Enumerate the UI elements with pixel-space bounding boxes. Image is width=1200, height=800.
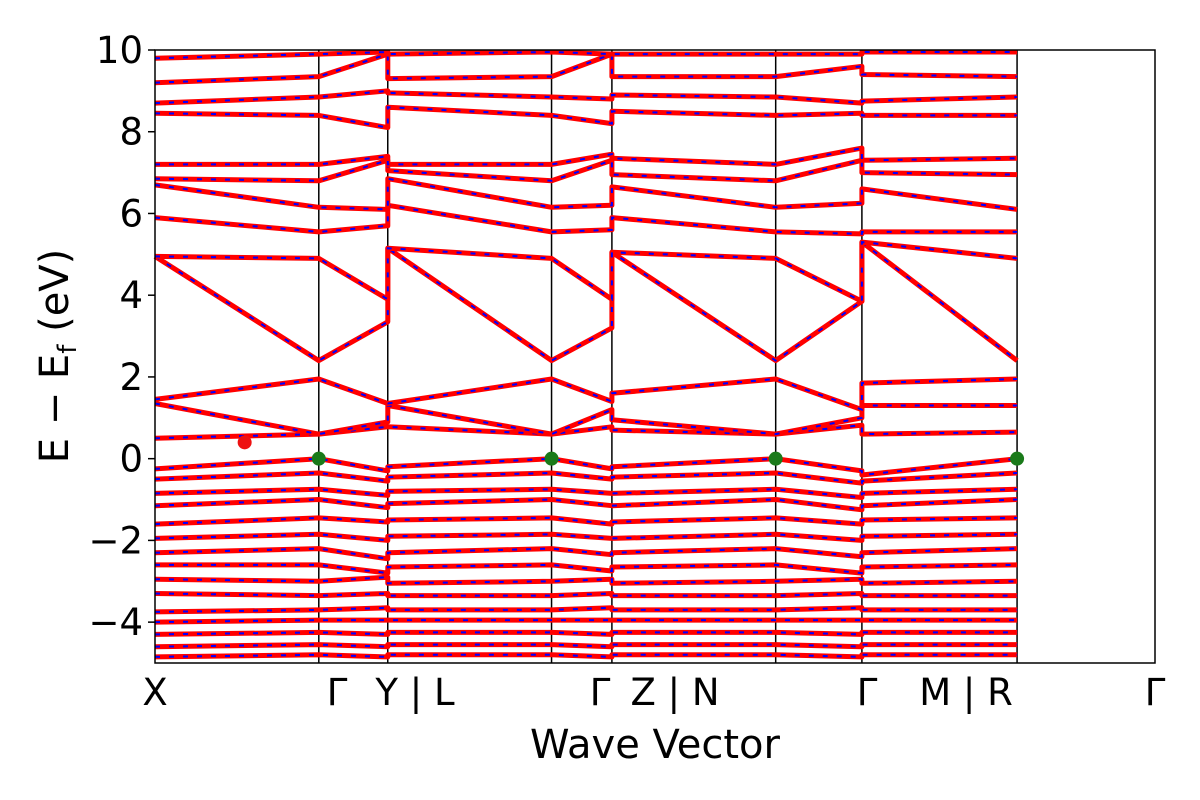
band-c12-overlay xyxy=(154,52,1018,84)
x-axis-ticks: X Γ Y | L Γ Z | N Γ M | R Γ xyxy=(142,671,1165,714)
y-axis-label-sub: f xyxy=(53,344,83,354)
band-v12 xyxy=(154,617,1018,625)
band-v6-overlay xyxy=(154,533,1018,542)
band-c9-overlay xyxy=(155,146,1018,166)
marker-vbm-3 xyxy=(768,451,783,466)
y-tick-label-6: 8 xyxy=(119,111,143,154)
x-tick-label-1: Γ xyxy=(327,671,348,714)
x-axis-label: Wave Vector xyxy=(530,722,781,768)
band-v14 xyxy=(154,642,1018,650)
x-tick-label-3: Γ xyxy=(590,671,611,714)
band-v9-overlay xyxy=(154,576,1018,585)
band-c7-overlay xyxy=(154,177,1018,211)
band-v7-overlay xyxy=(154,547,1018,560)
y-tick-label-7: 10 xyxy=(96,29,143,72)
band-c2-overlay xyxy=(154,402,1018,436)
x-tick-label-5: Γ xyxy=(857,671,878,714)
marker-vbm-4 xyxy=(1010,451,1025,466)
band-v15 xyxy=(154,652,1018,660)
x-tick-label-4: Z | N xyxy=(630,671,719,714)
y-tick-label-3: 2 xyxy=(119,356,143,399)
y-axis-label: E − Ef (eV) xyxy=(32,249,83,464)
band-v2-overlay xyxy=(154,471,1018,485)
band-c3-overlay xyxy=(154,377,1018,412)
band-v8-overlay xyxy=(155,563,1018,575)
y-tick-label-4: 4 xyxy=(119,274,143,317)
band-v11 xyxy=(154,605,1018,615)
x-tick-label-2: Y | L xyxy=(374,671,455,714)
band-c6-overlay xyxy=(154,204,1018,235)
x-tick-label-7: Γ xyxy=(1145,671,1166,714)
y-axis-label-unit: (eV) xyxy=(32,249,78,345)
band-v4-overlay xyxy=(154,498,1018,511)
x-tick-label-0: X xyxy=(142,671,167,714)
plot-background xyxy=(155,50,1155,663)
band-v3-overlay xyxy=(154,488,1018,499)
band-c13-overlay xyxy=(154,50,1018,60)
y-tick-label-1: −2 xyxy=(88,519,143,562)
x-tick-label-6: M | R xyxy=(919,671,1013,714)
band-c10-overlay xyxy=(154,106,1018,129)
band-v10 xyxy=(154,591,1018,599)
plot-frame xyxy=(154,49,1156,664)
band-lines xyxy=(153,49,1019,660)
y-axis-label-main: E − E xyxy=(32,354,78,464)
marker-vbm-2 xyxy=(544,451,559,466)
band-v13 xyxy=(154,629,1018,637)
marker-vbm-1 xyxy=(311,451,326,466)
band-c5-overlay xyxy=(154,240,1018,303)
y-axis-ticks: −4 −2 0 2 4 6 8 10 xyxy=(88,29,155,644)
band-c8-overlay xyxy=(154,158,1018,182)
y-tick-label-5: 6 xyxy=(119,192,143,235)
band-v1-overlay xyxy=(154,457,1018,477)
y-tick-label-0: −4 xyxy=(88,601,143,644)
highlight-markers xyxy=(237,435,1025,466)
band-v5 xyxy=(154,515,1018,527)
y-tick-label-2: 0 xyxy=(119,438,143,481)
band-c11-overlay xyxy=(154,89,1018,105)
marker-cbm xyxy=(237,435,252,450)
